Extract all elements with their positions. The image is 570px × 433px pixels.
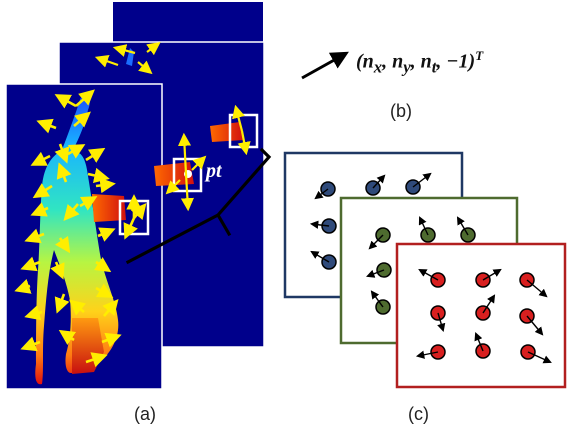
normal-vector-formula: (nx, ny, nt, −1)T xyxy=(356,48,484,77)
formula-ny-sub: y xyxy=(403,57,411,77)
pt-label: pt xyxy=(206,160,222,182)
caption-b: (b) xyxy=(390,101,412,121)
arm-patch-frame2 xyxy=(154,132,207,212)
formula-nx-sub: x xyxy=(373,57,383,77)
formula-minus-one: −1 xyxy=(446,50,469,73)
formula-nt-sub: t xyxy=(431,57,437,77)
normal-vectors-front xyxy=(14,89,147,368)
formula-close: ) xyxy=(468,50,476,73)
formula-transpose: T xyxy=(475,48,484,63)
formula-nt: n xyxy=(420,50,432,73)
formula-open: ( xyxy=(356,50,363,73)
arm-patch-frame3 xyxy=(210,104,259,156)
formula-nx: n xyxy=(362,50,374,73)
arrow-up-right-icon xyxy=(301,51,349,80)
panel-red xyxy=(395,242,567,389)
caption-c: (c) xyxy=(408,404,429,424)
bracket-connector xyxy=(125,147,272,265)
human-depth-silhouette xyxy=(35,93,126,385)
depth-frame-2-content xyxy=(94,42,161,75)
formula-ny: n xyxy=(392,50,404,73)
caption-a: (a) xyxy=(134,404,156,424)
